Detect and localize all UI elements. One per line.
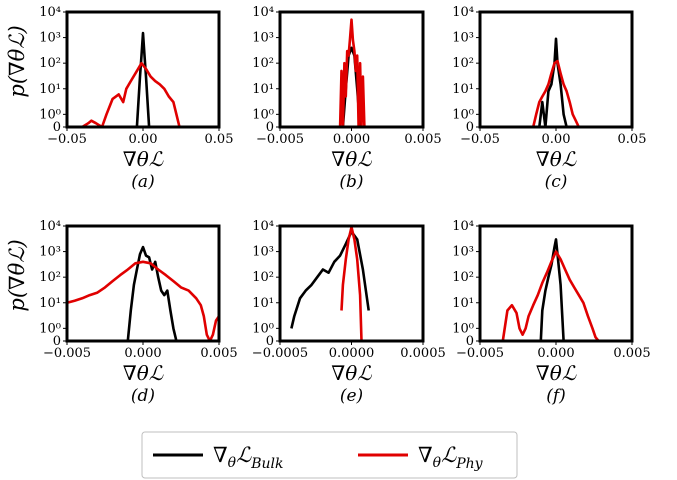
x-axis-label: ∇θℒ (123, 147, 164, 171)
x-tick-label: −0.05 (47, 132, 87, 147)
series-line-phy-c (531, 59, 580, 128)
x-tick-label: 0.005 (200, 346, 237, 361)
x-tick-label: −0.005 (256, 132, 304, 147)
y-tick-label: 0 (53, 334, 61, 349)
x-tick-label: −0.005 (43, 346, 91, 361)
y-tick-label: 10¹ (39, 296, 61, 311)
x-tick-label: 0.005 (404, 132, 441, 147)
y-tick-label: 10⁰ (452, 321, 474, 336)
y-tick-label: 10² (39, 270, 61, 285)
y-tick-label: 10⁰ (252, 321, 274, 336)
panel-label: (e) (340, 386, 363, 406)
series-line-phy-d (66, 260, 221, 343)
y-tick-label: 10¹ (39, 82, 61, 97)
x-tick-label: 0.0000 (329, 346, 375, 361)
y-tick-label: 10³ (39, 245, 61, 260)
legend: ∇θℒBulk ∇θℒPhy (141, 431, 518, 479)
y-tick-label: 10³ (452, 245, 474, 260)
y-tick-label: 10¹ (452, 82, 474, 97)
y-tick-label: 10³ (252, 31, 274, 46)
y-tick-label: 0 (266, 120, 274, 135)
x-tick-label: −0.05 (460, 132, 500, 147)
series-line-bulk-d (126, 245, 178, 342)
x-tick-label: 0.05 (618, 132, 647, 147)
y-tick-label: 10⁴ (452, 219, 474, 234)
y-axis-label: p(∇θℒ) (5, 239, 29, 311)
x-axis-label: ∇θℒ (331, 361, 372, 385)
y-tick-label: 0 (466, 120, 474, 135)
panel-label: (d) (131, 386, 155, 406)
y-tick-label: 10⁴ (39, 5, 61, 20)
y-tick-label: 10⁰ (452, 107, 474, 122)
y-tick-label: 10² (252, 270, 274, 285)
series-line-bulk-e (290, 230, 370, 329)
plot-frame-c (478, 10, 634, 129)
y-axis-label: p(∇θℒ) (5, 25, 29, 97)
x-axis-label: ∇θℒ (536, 361, 577, 385)
x-tick-label: 0.05 (205, 132, 234, 147)
x-tick-label: 0.000 (537, 346, 574, 361)
y-tick-label: 10⁴ (252, 219, 274, 234)
y-tick-label: 10³ (252, 245, 274, 260)
panel-label: (a) (131, 172, 154, 192)
y-tick-label: 10⁰ (39, 107, 61, 122)
plot-frame-e (278, 224, 425, 343)
panel-label: (c) (545, 172, 568, 192)
y-tick-label: 10¹ (252, 296, 274, 311)
x-tick-label: 0.000 (333, 132, 370, 147)
x-axis-label: ∇θℒ (123, 361, 164, 385)
y-tick-label: 0 (266, 334, 274, 349)
panel-label: (b) (339, 172, 363, 192)
series-line-phy-f (501, 250, 600, 342)
y-tick-label: 10² (452, 56, 474, 71)
x-axis-label: ∇θℒ (331, 147, 372, 171)
series-line-bulk-a (133, 31, 153, 129)
x-tick-label: 0.0005 (400, 346, 446, 361)
y-tick-label: 10² (452, 270, 474, 285)
y-tick-label: 10² (39, 56, 61, 71)
legend-box (141, 431, 518, 479)
y-tick-label: 10⁰ (39, 321, 61, 336)
x-tick-label: −0.005 (456, 346, 504, 361)
panel-label: (f) (546, 386, 566, 406)
y-tick-label: 10³ (452, 31, 474, 46)
y-tick-label: 10⁴ (39, 219, 61, 234)
y-tick-label: 0 (53, 120, 61, 135)
x-tick-label: 0.00 (542, 132, 571, 147)
x-tick-label: 0.00 (129, 132, 158, 147)
x-tick-label: 0.000 (124, 346, 161, 361)
y-tick-label: 10⁴ (452, 5, 474, 20)
plot-frame-d (65, 224, 221, 343)
y-tick-label: 10¹ (252, 82, 274, 97)
series-line-phy-b (338, 18, 366, 129)
x-tick-label: −0.0005 (252, 346, 308, 361)
plot-frame-a (65, 10, 221, 129)
y-tick-label: 10² (252, 56, 274, 71)
y-tick-label: 10¹ (452, 296, 474, 311)
y-tick-label: 10⁴ (252, 5, 274, 20)
y-tick-label: 10⁰ (252, 107, 274, 122)
x-axis-label: ∇θℒ (536, 147, 577, 171)
series-line-bulk-f (539, 238, 565, 342)
x-tick-label: 0.005 (613, 346, 650, 361)
y-tick-label: 10³ (39, 31, 61, 46)
y-tick-label: 0 (466, 334, 474, 349)
series-line-phy-a (81, 61, 184, 129)
